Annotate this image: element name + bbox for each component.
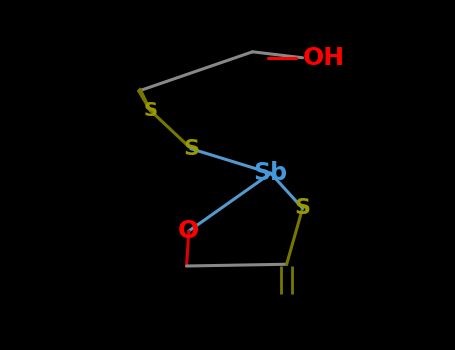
Text: O: O [178, 219, 199, 243]
Text: S: S [294, 198, 311, 218]
Text: Sb: Sb [253, 161, 288, 185]
Text: S: S [183, 139, 199, 159]
Text: OH: OH [303, 46, 345, 70]
Text: S: S [143, 101, 157, 120]
